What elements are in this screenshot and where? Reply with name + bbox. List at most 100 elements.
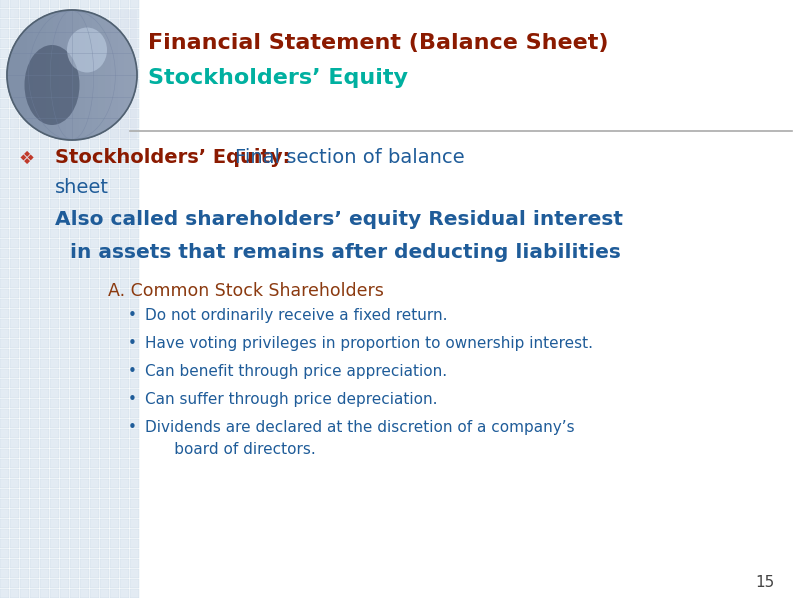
Bar <box>10 319 19 328</box>
Bar <box>70 0 79 8</box>
Bar <box>100 539 109 548</box>
Bar <box>10 9 19 18</box>
Bar <box>50 519 59 528</box>
Bar <box>70 579 79 588</box>
Bar <box>80 299 89 308</box>
Bar <box>100 339 109 348</box>
Bar <box>80 49 89 58</box>
Bar <box>40 229 49 238</box>
Bar <box>110 369 119 378</box>
Bar <box>110 9 119 18</box>
Bar <box>120 279 129 288</box>
Bar <box>0 549 9 558</box>
Bar <box>110 39 119 48</box>
Bar <box>60 39 69 48</box>
Bar <box>10 579 19 588</box>
Bar <box>70 539 79 548</box>
Bar <box>120 19 129 28</box>
Bar <box>30 119 39 128</box>
Bar <box>130 359 139 368</box>
Bar <box>130 379 139 388</box>
Bar <box>130 249 139 258</box>
Bar <box>50 259 59 268</box>
Bar <box>70 489 79 498</box>
Bar <box>10 419 19 428</box>
Bar <box>10 449 19 458</box>
Bar <box>0 399 9 408</box>
Bar <box>0 349 9 358</box>
Bar <box>10 199 19 208</box>
Bar <box>50 539 59 548</box>
Bar <box>70 429 79 438</box>
Bar <box>60 59 69 68</box>
Bar <box>100 179 109 188</box>
Bar <box>70 369 79 378</box>
Bar <box>110 359 119 368</box>
Bar <box>50 9 59 18</box>
Bar <box>90 499 99 508</box>
Bar <box>70 499 79 508</box>
Bar <box>80 429 89 438</box>
Bar <box>80 219 89 228</box>
Bar <box>120 239 129 248</box>
Bar <box>30 469 39 478</box>
Bar <box>110 59 119 68</box>
Bar <box>90 89 99 98</box>
Bar <box>40 129 49 138</box>
Bar <box>0 579 9 588</box>
Bar <box>40 539 49 548</box>
Bar <box>40 419 49 428</box>
Bar <box>30 19 39 28</box>
Bar <box>100 379 109 388</box>
Bar <box>80 349 89 358</box>
Bar <box>130 59 139 68</box>
Bar <box>80 309 89 318</box>
Bar <box>40 199 49 208</box>
Bar <box>30 189 39 198</box>
Bar <box>0 189 9 198</box>
Bar <box>50 59 59 68</box>
Bar <box>30 459 39 468</box>
Bar <box>40 249 49 258</box>
Bar <box>20 489 29 498</box>
Bar <box>90 219 99 228</box>
Bar <box>70 59 79 68</box>
Bar <box>110 49 119 58</box>
Bar <box>80 89 89 98</box>
Bar <box>10 39 19 48</box>
Bar <box>130 439 139 448</box>
Bar <box>50 379 59 388</box>
Bar <box>10 379 19 388</box>
Text: A. Common Stock Shareholders: A. Common Stock Shareholders <box>108 282 384 300</box>
Bar <box>70 199 79 208</box>
Bar <box>60 159 69 168</box>
Bar <box>20 579 29 588</box>
Bar <box>40 189 49 198</box>
Bar <box>70 169 79 178</box>
Bar <box>100 109 109 118</box>
Bar <box>30 349 39 358</box>
Bar <box>20 369 29 378</box>
Bar <box>50 179 59 188</box>
Bar <box>20 269 29 278</box>
Bar <box>130 219 139 228</box>
Bar <box>50 49 59 58</box>
Bar <box>30 169 39 178</box>
Bar <box>20 509 29 518</box>
Bar <box>90 439 99 448</box>
Bar <box>120 39 129 48</box>
Bar <box>120 269 129 278</box>
Bar <box>40 479 49 488</box>
Bar <box>70 279 79 288</box>
Bar <box>90 0 99 8</box>
Bar <box>0 359 9 368</box>
Bar <box>40 79 49 88</box>
Bar <box>40 119 49 128</box>
Bar <box>30 519 39 528</box>
Bar <box>10 79 19 88</box>
Bar <box>100 529 109 538</box>
Bar <box>80 319 89 328</box>
Bar <box>130 79 139 88</box>
Bar <box>100 59 109 68</box>
Bar <box>40 489 49 498</box>
